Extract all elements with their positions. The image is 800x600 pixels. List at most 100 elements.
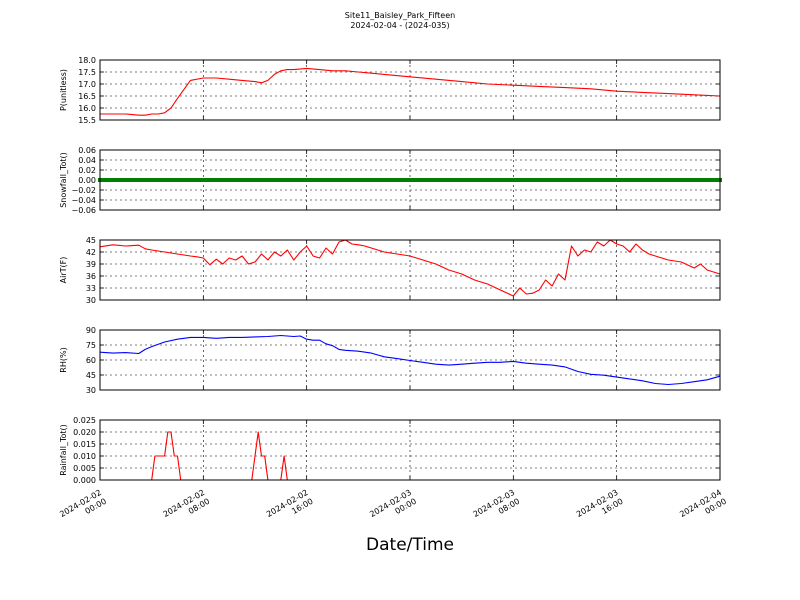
panel-1: 15.5 16.0 16.5 17.0 17.5 18.0 P(unitless) [59,56,721,125]
data-point [550,178,555,182]
series-line-1 [100,67,721,116]
data-point [253,178,257,182]
x-tick-label: 2024-02-0308:00 [472,488,522,528]
data-point [236,178,241,182]
y-axis-label: Rainfall_Tot() [59,424,68,476]
y-tick-label: 16.0 [78,104,96,113]
data-point [553,178,558,182]
data-point [514,178,519,182]
data-point [278,178,283,182]
data-point [569,178,574,182]
data-point [666,178,671,182]
data-point [272,178,277,182]
data-point [714,178,719,182]
chart-subtitle: 2024-02-04 - (2024-035) [350,21,449,30]
data-point [424,178,429,182]
data-point [498,178,503,182]
data-point [408,178,412,182]
data-point [472,178,477,182]
data-point [275,178,280,182]
data-point [521,178,526,182]
data-point [540,178,545,182]
data-point [579,178,584,182]
y-tick-label: 0.06 [78,146,96,155]
data-point [417,178,422,182]
data-point [653,178,658,182]
y-tick-label: 0.000 [73,476,96,485]
data-point [227,178,232,182]
data-point [152,178,157,182]
data-point [246,178,251,182]
data-point [414,178,419,182]
data-point [104,178,109,182]
panel-5: 0.000 0.005 0.010 0.015 0.020 0.025 Rainfall_T… [59,416,721,485]
data-point [385,178,390,182]
data-point [249,178,254,182]
y-tick-label: 0.015 [73,440,96,449]
x-tick-label: 2024-02-0316:00 [575,488,625,528]
data-point [201,178,206,182]
data-point [346,178,351,182]
data-point [588,178,593,182]
data-point [143,178,148,182]
data-point [446,178,451,182]
x-tick-label: 2024-02-0208:00 [162,488,212,528]
data-point [491,178,496,182]
data-point [437,178,442,182]
data-point [701,178,706,182]
data-point [165,178,170,182]
data-point [640,178,645,182]
data-point [482,178,487,182]
y-tick-label: 15.5 [78,116,96,125]
data-point [508,178,513,182]
data-point [621,178,626,182]
data-point [130,178,135,182]
y-tick-label: 0.04 [78,156,96,165]
data-point [585,178,590,182]
y-axis-label: Snowfall_Tot() [59,152,68,208]
data-point [627,178,632,182]
data-point [601,178,606,182]
y-tick-label: −0.02 [71,186,96,195]
data-point [123,178,128,182]
data-point [194,178,199,182]
chart-title: Site11_Baisley_Park_Fifteen [345,11,455,20]
data-point [159,178,164,182]
data-point [378,178,383,182]
data-point [598,178,603,182]
y-tick-label: 0.020 [73,428,96,437]
panel-frame [99,59,721,121]
data-point [401,178,406,182]
data-point [485,178,490,182]
data-point [336,178,341,182]
data-point [501,178,506,182]
data-point [443,178,448,182]
data-point [314,178,319,182]
data-point [543,178,548,182]
series-line-3 [99,239,721,297]
data-point [356,178,361,182]
y-axis-label: P(unitless) [59,69,68,111]
y-tick-label: 0.010 [73,452,96,461]
data-point [311,178,316,182]
data-point [456,178,461,182]
data-point [340,178,345,182]
data-point [372,178,377,182]
data-point [353,178,358,182]
data-point [285,178,290,182]
panel-frame [99,329,721,391]
data-point [705,178,710,182]
x-axis-label: Date/Time [366,535,454,555]
data-point [453,178,458,182]
y-axis-label: AirT(F) [59,257,68,284]
data-point [382,178,387,182]
data-point [575,178,580,182]
data-point [127,178,132,182]
data-point [282,178,287,182]
data-point [449,178,454,182]
data-point [643,178,648,182]
data-point [517,178,522,182]
y-tick-label: 33 [86,284,96,293]
data-point [527,178,532,182]
